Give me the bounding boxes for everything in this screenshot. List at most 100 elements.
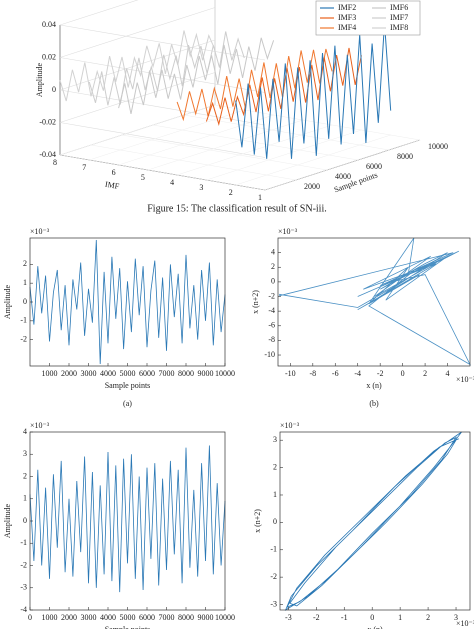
- y-tick-label: -2: [268, 291, 275, 300]
- grid-line: [59, 7, 266, 93]
- x-tick-label: 1000: [42, 369, 58, 378]
- grid-line: [264, 139, 421, 191]
- x-tick-label: 2000: [61, 369, 77, 378]
- z-tick-label: -0.04: [39, 150, 56, 159]
- y-tick-label: 3: [199, 183, 203, 192]
- y-tick-label: -4: [268, 306, 275, 315]
- x-axis-label: x (n): [366, 381, 382, 390]
- grid-line: [118, 114, 274, 166]
- imf-line: [118, 37, 275, 114]
- y-tick-label: 2: [23, 471, 27, 480]
- x-tick-label: 10000: [215, 613, 235, 622]
- x-tick-label: 10000: [428, 142, 448, 151]
- x-tick-label: 8000: [178, 613, 194, 622]
- y-tick-label: 6: [112, 168, 116, 177]
- y-tick-label: -2: [270, 572, 277, 581]
- x-exponent: ×10⁻³: [456, 619, 474, 628]
- z-tick-label: -0.02: [39, 117, 56, 126]
- x-axis-label: x (n): [367, 625, 383, 629]
- x-tick-label: 4000: [100, 613, 116, 622]
- plot-frame: [29, 431, 226, 611]
- y-tick-label: 2: [229, 188, 233, 197]
- x-tick-label: 3000: [81, 369, 97, 378]
- x-tick-label: 2: [426, 613, 430, 622]
- y-tick-label: 1: [273, 490, 277, 499]
- y-tick-label: -2: [20, 560, 27, 569]
- y-tick-label: 4: [170, 178, 174, 187]
- x-tick-label: -8: [309, 369, 316, 378]
- grid-line: [59, 104, 216, 156]
- grid-line: [235, 134, 391, 186]
- y-tick-label: -10: [264, 350, 275, 359]
- x-tick-label: 7000: [159, 369, 175, 378]
- x-tick-label: 9000: [198, 369, 214, 378]
- x-tick-label: 5000: [120, 369, 136, 378]
- x-tick-label: 2000: [61, 613, 77, 622]
- x-tick-label: 4000: [100, 369, 116, 378]
- x-tick-label: -10: [285, 369, 296, 378]
- y-axis-label: x (n+2): [251, 290, 260, 314]
- x-tick-label: 8000: [397, 152, 413, 161]
- x-tick-label: -1: [341, 613, 348, 622]
- x-tick-label: 10000: [215, 369, 235, 378]
- y-tick-label: 4: [23, 427, 27, 436]
- panel-label: (a): [123, 399, 132, 408]
- x-tick-label: 5000: [120, 613, 136, 622]
- grid-line: [90, 144, 297, 181]
- y-tick-label: 1: [23, 278, 27, 287]
- figure-caption: Figure 15: The classification result of …: [147, 203, 327, 214]
- x-exponent: ×10⁻³: [456, 375, 474, 384]
- imf-line: [88, 31, 245, 106]
- x-tick-label: 3: [454, 613, 458, 622]
- y-tick-label: 2: [23, 259, 27, 268]
- y-tick-label: -4: [20, 605, 27, 614]
- x-tick-label: 2000: [304, 182, 320, 191]
- y-tick-label: 4: [271, 247, 275, 256]
- x-tick-label: 9000: [198, 613, 214, 622]
- y-exponent: ×10⁻³: [30, 227, 50, 236]
- x-tick-label: -3: [285, 613, 292, 622]
- x-tick-label: -4: [354, 369, 361, 378]
- grid-line: [59, 0, 266, 61]
- x-tick-label: 6000: [139, 613, 155, 622]
- y-tick-label: 0: [271, 277, 275, 286]
- z-tick-label: 0: [52, 85, 56, 94]
- signal-line: [279, 238, 470, 365]
- y-tick-label: -1: [270, 545, 277, 554]
- grid-line: [183, 114, 390, 151]
- x-tick-label: -6: [332, 369, 339, 378]
- y-tick-label: -6: [268, 321, 275, 330]
- legend-label: IMF4: [338, 23, 356, 32]
- grid-line: [89, 109, 245, 161]
- grid-line: [121, 134, 328, 171]
- x-axis-label: Sample points: [105, 625, 151, 629]
- x-tick-label: 8000: [178, 369, 194, 378]
- x-tick-label: 6000: [139, 369, 155, 378]
- x-tick-label: 4000: [335, 172, 351, 181]
- panel-label: (b): [369, 399, 379, 408]
- y-tick-label: -3: [270, 599, 277, 608]
- grid-line: [147, 119, 303, 171]
- y-tick-label: 3: [273, 435, 277, 444]
- y-tick-label: 2: [273, 462, 277, 471]
- legend-label: IMF6: [390, 3, 408, 12]
- x-tick-label: -2: [313, 613, 320, 622]
- legend-label: IMF7: [390, 13, 408, 22]
- x-tick-label: 0: [28, 613, 32, 622]
- y-tick-label: 0: [273, 517, 277, 526]
- x-tick-label: 0: [370, 613, 374, 622]
- x-tick-label: 2: [423, 369, 427, 378]
- y-axis-label: IMF: [104, 180, 120, 191]
- signal-line: [30, 445, 225, 592]
- y-tick-label: 5: [141, 173, 145, 182]
- plot-frame: [279, 431, 471, 611]
- y-tick-label: 2: [271, 262, 275, 271]
- y-tick-label: 3: [23, 449, 27, 458]
- legend-label: IMF3: [338, 13, 356, 22]
- signal-line: [286, 432, 462, 610]
- y-exponent: ×10⁻³: [30, 421, 50, 430]
- y-axis-label: Amplitude: [3, 284, 12, 319]
- y-tick-label: 0: [23, 297, 27, 306]
- y-tick-label: -1: [20, 538, 27, 547]
